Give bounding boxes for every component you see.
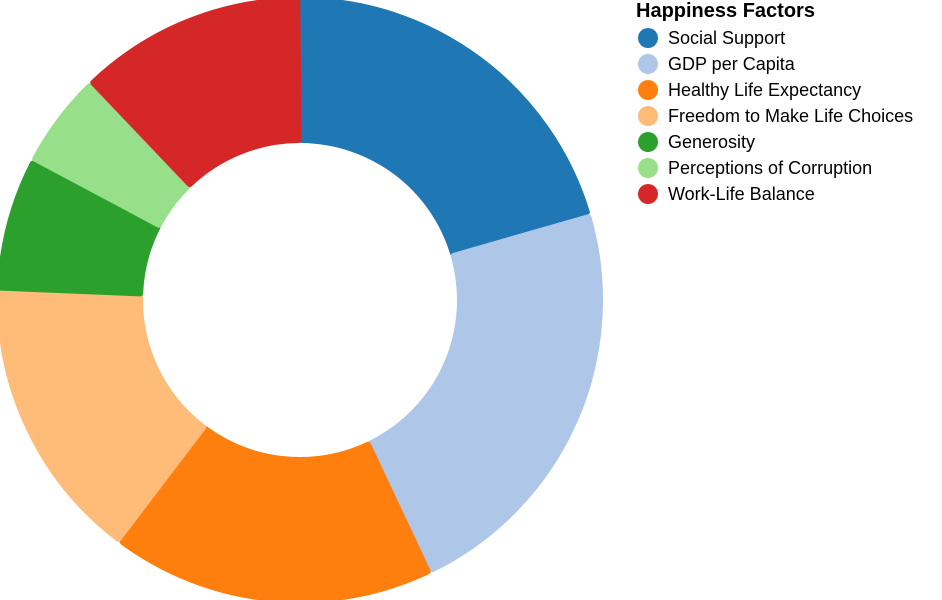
legend-swatch — [638, 106, 658, 126]
slice-perceptions-of-corruption — [32, 83, 191, 228]
legend-label: Perceptions of Corruption — [668, 157, 873, 178]
legend-swatch — [638, 158, 658, 178]
legend-swatch — [638, 80, 658, 100]
legend-label: Generosity — [668, 131, 756, 152]
legend-label: Work-Life Balance — [668, 183, 815, 204]
slice-work-life-balance — [90, 0, 302, 188]
slice-social-support — [298, 0, 590, 257]
legend: Happiness Factors Social Support GDP per … — [636, 0, 913, 207]
slice-healthy-life-expectancy — [119, 426, 431, 600]
slice-gdp-per-capita — [367, 214, 603, 573]
legend-swatch — [638, 132, 658, 152]
legend-label: GDP per Capita — [668, 53, 795, 74]
legend-label: Healthy Life Expectancy — [668, 79, 862, 100]
legend-swatch — [638, 184, 658, 204]
slice-generosity — [0, 160, 161, 297]
legend-item-gdp-per-capita: GDP per Capita — [636, 51, 913, 77]
donut-slices — [0, 0, 603, 600]
legend-item-freedom-to-make-life-choices: Freedom to Make Life Choices — [636, 103, 913, 129]
legend-title: Happiness Factors — [636, 0, 815, 22]
legend-label: Freedom to Make Life Choices — [668, 105, 914, 126]
legend-swatch — [638, 28, 658, 48]
legend-item-healthy-life-expectancy: Healthy Life Expectancy — [636, 77, 913, 103]
legend-item-perceptions-of-corruption: Perceptions of Corruption — [636, 155, 913, 181]
legend-item-generosity: Generosity — [636, 129, 913, 155]
legend-item-work-life-balance: Work-Life Balance — [636, 181, 913, 207]
legend-items: Social Support GDP per Capita Healthy Life… — [636, 25, 913, 207]
legend-item-social-support: Social Support — [636, 25, 913, 51]
legend-swatch — [638, 54, 658, 74]
legend-label: Social Support — [668, 27, 786, 48]
slice-freedom-to-make-life-choices — [0, 290, 207, 542]
